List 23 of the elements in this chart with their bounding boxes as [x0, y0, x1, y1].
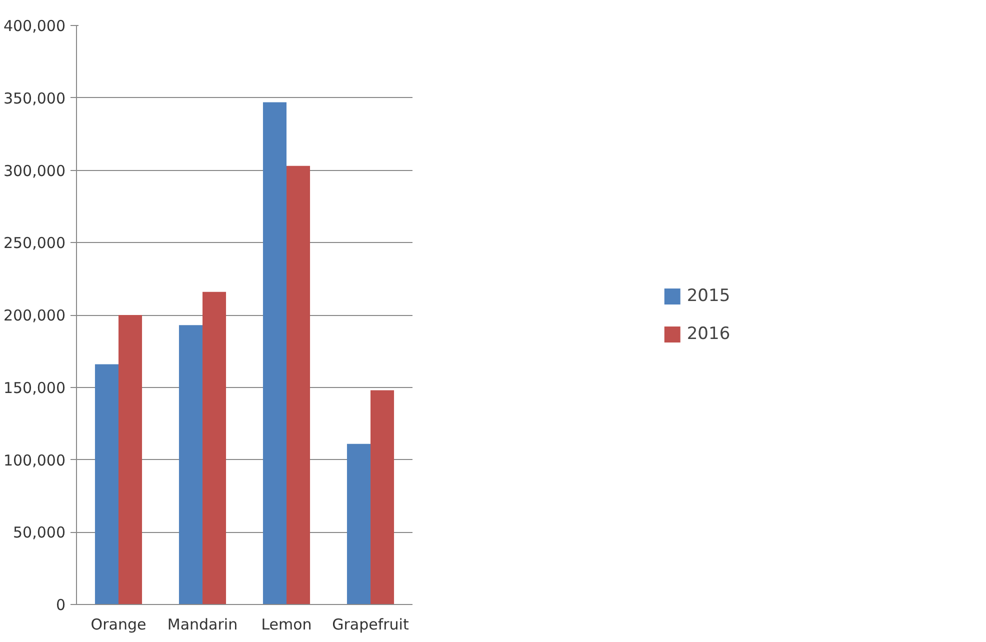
y-tick-label: 200,000 — [3, 306, 66, 324]
x-tick-label: Lemon — [261, 616, 312, 634]
y-tick-label: 350,000 — [3, 89, 66, 108]
bar — [262, 102, 286, 604]
x-tick-label: Mandarin — [167, 616, 238, 634]
bar — [202, 292, 226, 604]
legend-label: 2016 — [686, 324, 730, 344]
bar — [94, 364, 118, 604]
x-tick-label: Grapefruit — [332, 616, 409, 634]
y-tick-label: 300,000 — [3, 162, 66, 180]
x-tick-label: Orange — [90, 616, 146, 634]
bar — [118, 315, 142, 604]
bar — [370, 390, 394, 604]
y-tick-label: 150,000 — [3, 378, 66, 397]
y-tick-label: 250,000 — [3, 234, 66, 252]
y-tick-label: 50,000 — [13, 524, 66, 542]
bar — [286, 166, 310, 604]
bar — [346, 444, 370, 604]
y-tick-label: 0 — [56, 596, 66, 614]
legend-label: 2015 — [686, 286, 730, 306]
y-tick-label: 400,000 — [3, 17, 66, 35]
bar — [178, 325, 202, 604]
y-tick-label: 100,000 — [3, 451, 66, 470]
